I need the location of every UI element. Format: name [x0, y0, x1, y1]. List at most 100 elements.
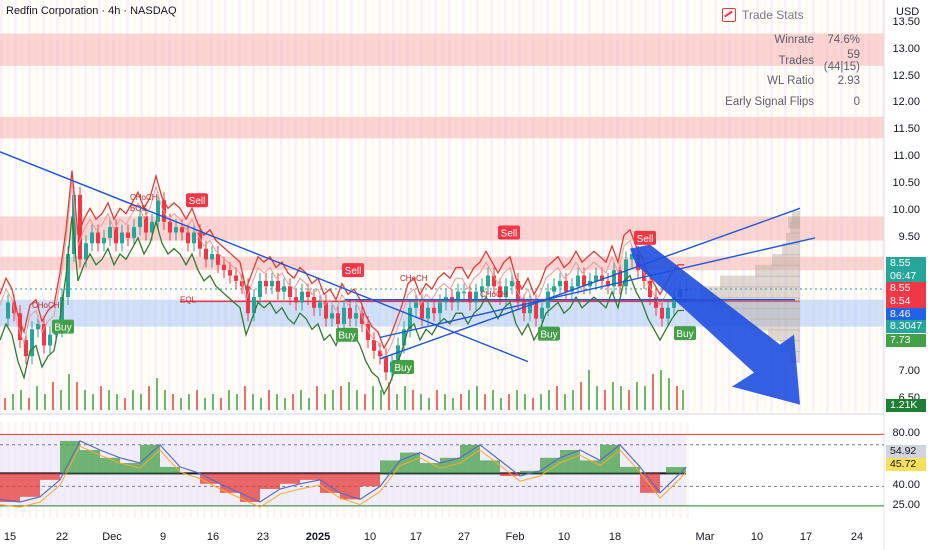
- osc-histogram-bar: [160, 466, 180, 474]
- structure-label: CHoCH: [130, 193, 158, 202]
- volume-bar: [548, 390, 550, 410]
- candle-body: [498, 286, 502, 298]
- volume-bar: [204, 398, 206, 410]
- candle-body: [192, 232, 196, 244]
- session-stripe: [343, 0, 346, 412]
- volume-bar: [292, 394, 294, 410]
- candle-body: [354, 313, 358, 319]
- volume-bar: [172, 394, 174, 410]
- supply-zone: [0, 33, 884, 66]
- time-tick: 27: [457, 531, 471, 543]
- price-tick: 12.00: [892, 96, 920, 109]
- candle-body: [654, 297, 658, 308]
- session-stripe: [812, 0, 815, 412]
- time-tick: 2025: [305, 531, 331, 543]
- price-tick: 13.00: [892, 42, 920, 55]
- candle-body: [186, 232, 190, 244]
- currency-label[interactable]: USD: [896, 6, 920, 18]
- candle-body: [564, 280, 568, 292]
- stat-label: WL Ratio: [767, 75, 814, 88]
- signal-label: Sell: [637, 234, 654, 245]
- session-stripe: [875, 0, 878, 412]
- volume-bar: [4, 398, 6, 410]
- candle-body: [150, 221, 154, 233]
- osc-tick: 40.00: [892, 479, 920, 492]
- price-tag: 8.3047: [886, 320, 926, 333]
- trade-stats-panel: Trade Stats Winrate 74.6% Trades 59 (44|15…: [722, 8, 860, 112]
- candle-body: [648, 280, 652, 298]
- session-stripe: [406, 0, 409, 412]
- buy-signal: Buy: [336, 327, 358, 342]
- trendline: [379, 207, 801, 360]
- sell-signal: Sell: [342, 263, 364, 278]
- signal-label: Sell: [345, 266, 362, 277]
- candle-body: [96, 232, 100, 244]
- sell-signal: Sell: [634, 230, 656, 245]
- volume-bar: [652, 374, 654, 410]
- session-stripe: [434, 0, 437, 412]
- price-tag: 8.46: [886, 308, 926, 321]
- session-stripe: [287, 0, 290, 412]
- volume-bar: [660, 370, 662, 410]
- volume-bar: [132, 390, 134, 410]
- session-stripe: [602, 0, 605, 412]
- volume-bars: [4, 370, 684, 410]
- trade-stats-icon: [722, 8, 736, 22]
- session-stripe: [336, 0, 339, 412]
- buy-signal: Buy: [52, 319, 74, 334]
- session-stripe: [357, 0, 360, 412]
- session-stripe: [469, 0, 472, 412]
- volume-bar: [404, 386, 406, 410]
- session-stripe: [728, 0, 731, 412]
- candle-body: [642, 270, 646, 281]
- session-stripe: [308, 0, 311, 412]
- candle-body: [402, 329, 406, 346]
- candle-body: [18, 313, 22, 341]
- session-stripe: [49, 0, 52, 412]
- volume-bar: [108, 390, 110, 410]
- session-stripe: [686, 422, 689, 518]
- volume-bar: [28, 398, 30, 410]
- time-tick: 9: [159, 531, 167, 543]
- trendline: [379, 237, 816, 339]
- stat-label: Trades: [778, 54, 814, 67]
- candle-body: [336, 313, 340, 324]
- price-tick: 10.00: [892, 204, 920, 216]
- volume-bar: [532, 398, 534, 410]
- session-stripe: [749, 0, 752, 412]
- candle-body: [384, 356, 388, 373]
- volume-bar: [356, 390, 358, 410]
- volume-bar: [268, 390, 270, 410]
- candle-body: [372, 340, 376, 351]
- time-tick: 10: [750, 531, 764, 543]
- session-stripe: [7, 0, 10, 412]
- volume-bar: [252, 394, 254, 410]
- session-stripe: [245, 0, 248, 412]
- osc-histogram-bar: [80, 450, 100, 474]
- session-stripe: [777, 0, 780, 412]
- candle-body: [108, 227, 112, 238]
- osc-histogram-bar: [220, 473, 240, 493]
- volume-bar: [92, 394, 94, 410]
- session-stripe: [455, 0, 458, 412]
- candle-body: [288, 286, 292, 298]
- volume-bar: [284, 398, 286, 410]
- stat-value: 0: [853, 95, 860, 108]
- candle-body: [558, 280, 562, 287]
- session-stripe: [42, 0, 45, 412]
- session-stripe: [497, 0, 500, 412]
- price-tick: 10.50: [892, 177, 920, 190]
- volume-bar: [372, 386, 374, 410]
- volume-bar: [164, 390, 166, 410]
- volume-bar: [388, 382, 390, 410]
- volume-bar: [332, 390, 334, 410]
- price-tick: 9.50: [898, 230, 920, 243]
- osc-histogram-bar: [666, 467, 686, 474]
- volume-bar: [100, 386, 102, 410]
- osc-histogram-bar: [380, 460, 400, 474]
- volume-bar: [316, 386, 318, 410]
- session-stripe: [28, 0, 31, 412]
- candle-body: [246, 286, 250, 314]
- volume-bar: [380, 390, 382, 410]
- profile-bar: [730, 307, 800, 320]
